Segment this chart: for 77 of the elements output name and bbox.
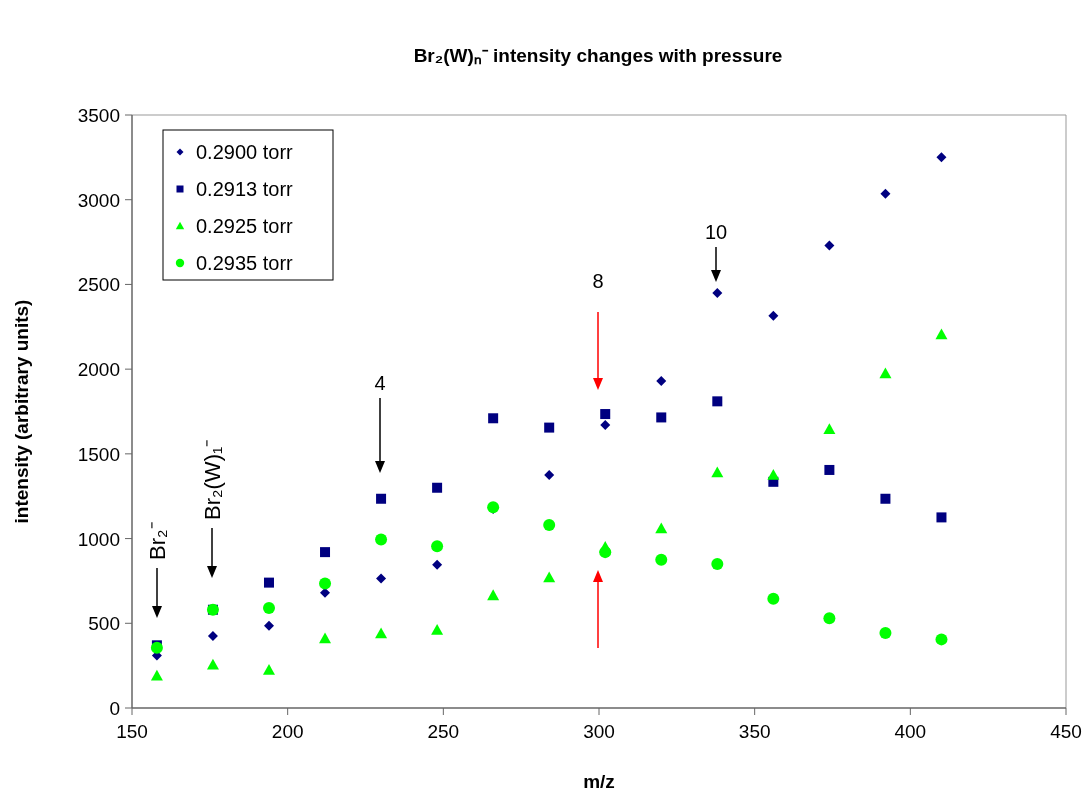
point [599,546,612,559]
x-tick-label: 200 [271,721,304,742]
point [879,626,892,639]
point [263,577,274,588]
point [936,152,947,163]
x-tick-label: 400 [894,721,927,742]
point [319,577,332,590]
point [711,466,724,478]
point [655,553,668,566]
annotation: 10 [704,221,728,243]
point [206,658,219,670]
point [879,367,892,379]
legend-label: 0.2925 torr [196,215,294,237]
point [488,413,499,424]
point [375,533,388,546]
point [431,540,444,553]
legend-label: 0.2900 torr [196,141,294,163]
point [544,422,555,433]
point [262,663,275,675]
point [432,559,443,570]
point [936,512,947,523]
point [656,412,667,423]
annotation: Br₂⁻ [145,522,170,560]
x-tick-label: 450 [1050,721,1082,742]
point [880,188,891,199]
annotation: 4 [374,372,386,394]
x-tick-label: 300 [583,721,615,742]
point [320,547,331,558]
annotation: Br₂(W)₁⁻ [200,439,225,520]
point [262,602,275,615]
point [263,620,274,631]
x-tick-label: 250 [427,721,460,742]
point [711,557,724,570]
point [935,328,948,340]
x-axis-title: m/z [583,771,615,792]
point [432,482,443,493]
point [823,612,836,625]
point [543,519,556,532]
y-tick-label: 1500 [77,443,120,465]
point [880,493,891,504]
point [768,310,779,321]
point [935,633,948,646]
point [712,287,723,298]
point [543,571,556,583]
point [656,376,667,386]
point [600,409,611,420]
point [823,423,836,435]
point [767,469,780,480]
point [655,522,668,534]
y-tick-label: 2000 [77,359,120,381]
x-tick-label: 150 [116,721,148,742]
point [544,470,555,481]
y-tick-label: 500 [88,613,120,635]
legend-label: 0.2913 torr [196,178,294,200]
y-tick-label: 1000 [77,528,120,550]
y-tick-label: 3000 [77,189,120,211]
point [767,592,780,605]
point [600,420,611,431]
point [824,240,835,251]
point [375,627,388,639]
x-tick-label: 350 [738,721,771,742]
point [150,669,163,681]
legend-label: 0.2935 torr [196,252,294,274]
point [431,624,444,635]
annotation: 8 [592,270,604,292]
y-tick-label: 0 [109,698,120,719]
point [376,573,387,584]
y-axis-title: intensity (arbitrary units) [11,299,32,524]
y-tick-label: 3500 [77,105,120,126]
y-tick-label: 2500 [77,274,120,296]
point [207,630,218,641]
point [319,632,332,644]
point [824,464,835,475]
point [487,589,500,601]
point [376,493,387,504]
chart-title: Br₂(W)ₙ⁻ intensity changes with pressure [413,45,783,66]
point [712,396,723,407]
